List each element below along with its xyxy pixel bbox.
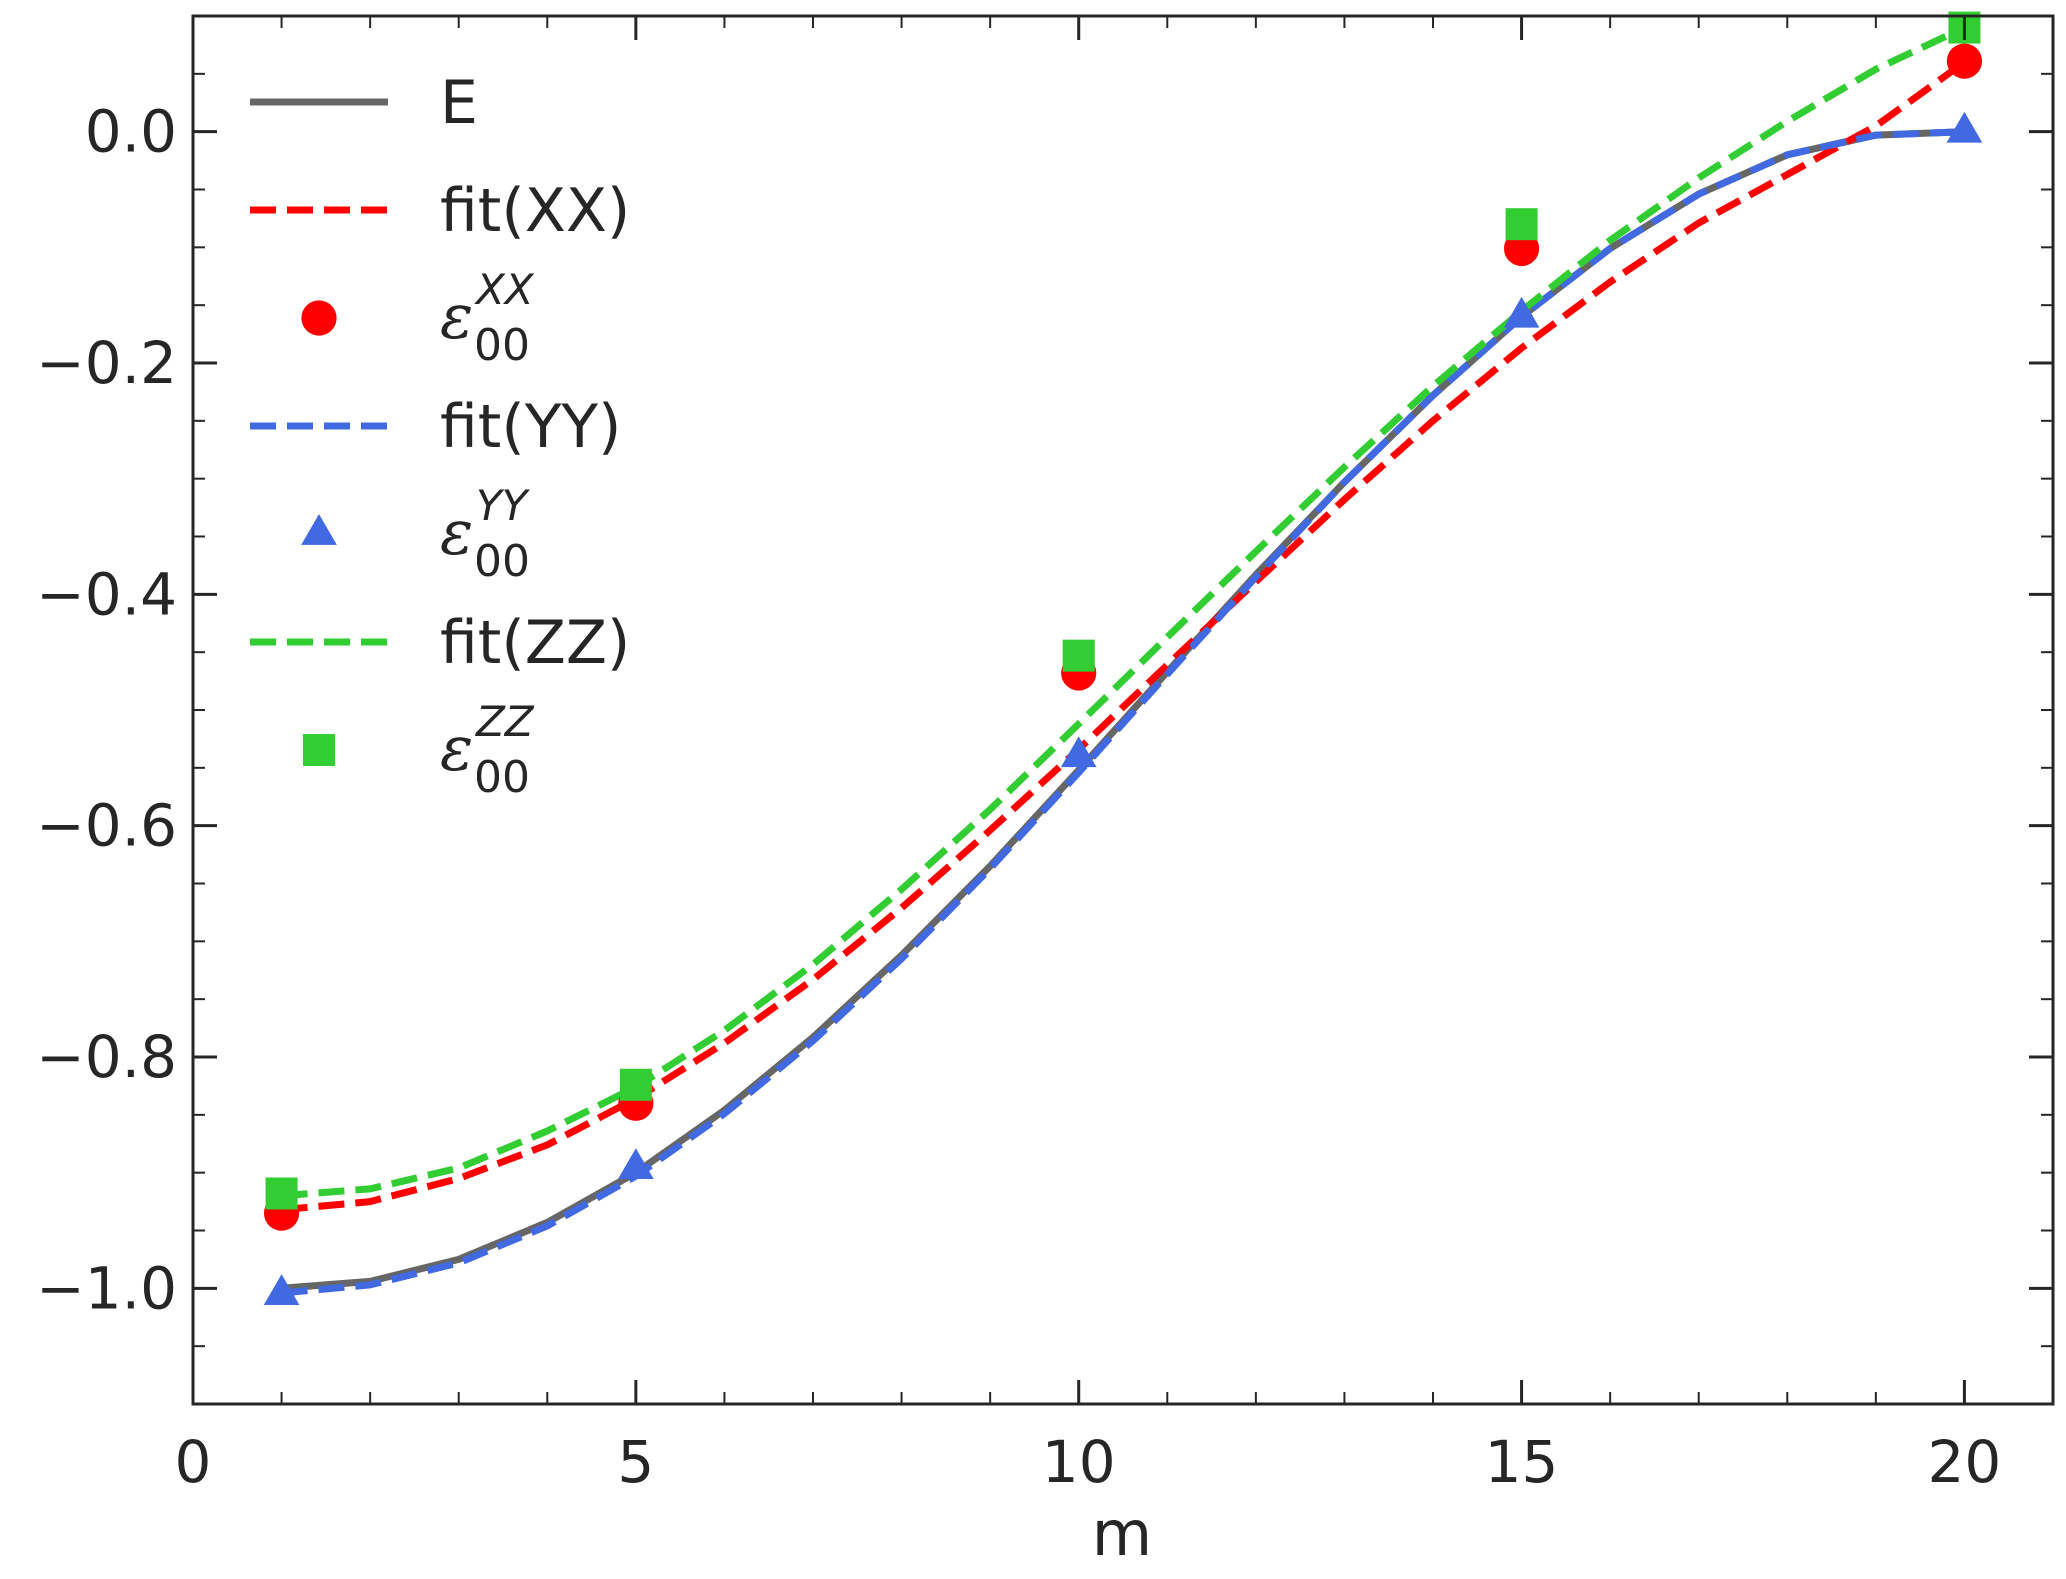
legend-entry: E (250, 68, 478, 138)
legend-superscript: XX (474, 265, 535, 314)
x-tick-label: 15 (1485, 1428, 1559, 1496)
y-tick-label: −0.6 (36, 792, 177, 860)
series-line-fityy (281, 128, 1965, 1297)
legend-subscript: 00 (474, 752, 530, 803)
x-tick-label: 10 (1042, 1428, 1116, 1496)
legend-entry: ε 00 XX (301, 265, 535, 371)
x-tick-label: 5 (617, 1428, 654, 1496)
x-tick-label: 0 (175, 1428, 212, 1496)
x-axis-label: m (1092, 1497, 1152, 1570)
series-line-fitxx (281, 59, 1967, 1214)
legend-symbol: ε (440, 280, 473, 353)
legend-entry: fit(ZZ) (250, 608, 630, 678)
x-tick-label: 20 (1928, 1428, 2002, 1496)
data-point-triangle (1946, 111, 1983, 143)
series-line-fitzz (281, 24, 1966, 1200)
legend-superscript: YY (476, 481, 531, 530)
y-tick-label: 0.0 (85, 98, 177, 166)
plot-series (263, 11, 1983, 1306)
legend-label: E (440, 68, 478, 138)
data-point-square (265, 1177, 298, 1210)
data-point-square (1062, 639, 1095, 672)
axis-tick-labels: 0 5 10 15 20 −1.0 −0.8 −0.6 −0.4 −0.2 0.0 (36, 98, 2001, 1496)
legend-superscript: ZZ (475, 697, 535, 746)
data-point-triangle (1060, 736, 1097, 768)
legend-swatch-triangle (301, 514, 337, 545)
legend-swatch-circle (301, 300, 337, 336)
data-point-triangle (263, 1274, 300, 1306)
legend-label: fit(YY) (440, 392, 621, 462)
y-tick-label: −1.0 (36, 1254, 177, 1322)
data-point-triangle (618, 1148, 654, 1179)
data-point-square (1505, 208, 1538, 241)
legend-entry: ε 00 YY (301, 481, 531, 587)
legend-swatch-square (303, 734, 335, 766)
legend-subscript: 00 (474, 536, 530, 587)
legend-symbol: ε (440, 712, 473, 785)
legend-subscript: 00 (474, 320, 530, 371)
data-point-triangle (1503, 296, 1540, 328)
legend-label: fit(XX) (440, 176, 630, 246)
legend-label: fit(ZZ) (440, 608, 630, 678)
legend-entry: ε 00 ZZ (303, 697, 535, 803)
axis-ticks (191, 15, 2054, 1405)
legend-symbol: ε (440, 496, 473, 569)
legend-entry: fit(YY) (250, 392, 621, 462)
data-point-square (619, 1068, 652, 1101)
data-point-circle (1946, 43, 1983, 79)
y-tick-label: −0.4 (36, 560, 177, 628)
y-tick-label: −0.8 (36, 1023, 177, 1091)
legend-entry: fit(XX) (250, 176, 630, 246)
y-tick-label: −0.2 (36, 329, 177, 397)
